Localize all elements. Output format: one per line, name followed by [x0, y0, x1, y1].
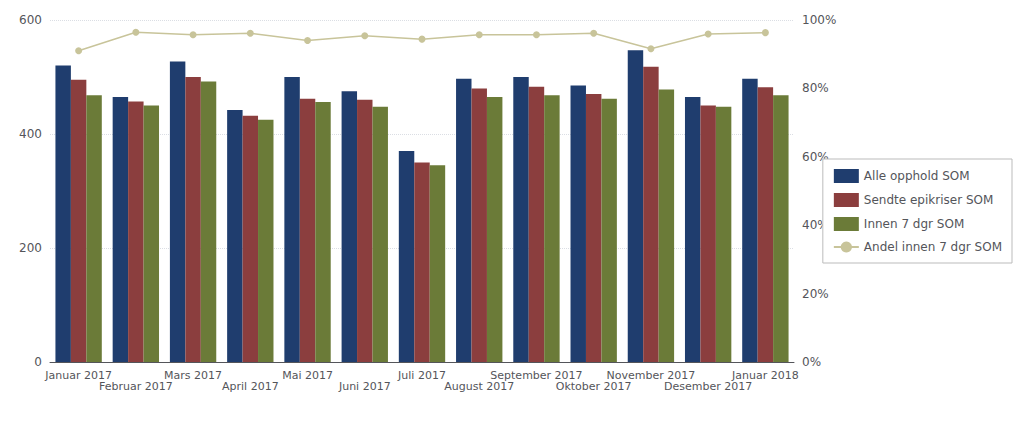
svg-text:20%: 20% [802, 287, 829, 301]
svg-text:Mars 2017: Mars 2017 [164, 369, 222, 382]
svg-text:0: 0 [34, 355, 42, 369]
svg-text:100%: 100% [802, 13, 836, 27]
svg-text:Januar 2017: Januar 2017 [45, 369, 112, 382]
svg-text:40%: 40% [802, 218, 829, 233]
svg-text:September 2017: September 2017 [490, 369, 583, 382]
svg-text:Juni 2017: Juni 2017 [338, 380, 391, 393]
svg-text:0%: 0% [802, 355, 821, 369]
svg-text:August 2017: August 2017 [444, 380, 515, 393]
svg-text:Desember 2017: Desember 2017 [664, 380, 753, 393]
svg-text:April 2017: April 2017 [222, 380, 279, 393]
svg-text:Juli 2017: Juli 2017 [397, 369, 446, 382]
svg-text:Innen 7 dgr SOM: Innen 7 dgr SOM [864, 217, 964, 231]
svg-text:60%: 60% [802, 149, 829, 164]
svg-text:Mai 2017: Mai 2017 [282, 369, 333, 382]
svg-text:Januar 2018: Januar 2018 [731, 369, 799, 382]
svg-text:Februar 2017: Februar 2017 [99, 380, 173, 393]
svg-text:600: 600 [19, 13, 42, 27]
svg-text:Andel innen 7 dgr SOM: Andel innen 7 dgr SOM [864, 240, 1002, 254]
svg-text:200: 200 [19, 241, 42, 255]
svg-text:80%: 80% [802, 81, 829, 95]
svg-text:November 2017: November 2017 [606, 369, 696, 382]
svg-text:Alle opphold SOM: Alle opphold SOM [864, 169, 970, 183]
svg-text:Oktober 2017: Oktober 2017 [555, 380, 632, 393]
svg-text:Sendte epikriser SOM: Sendte epikriser SOM [864, 193, 993, 207]
svg-text:400: 400 [19, 127, 42, 141]
